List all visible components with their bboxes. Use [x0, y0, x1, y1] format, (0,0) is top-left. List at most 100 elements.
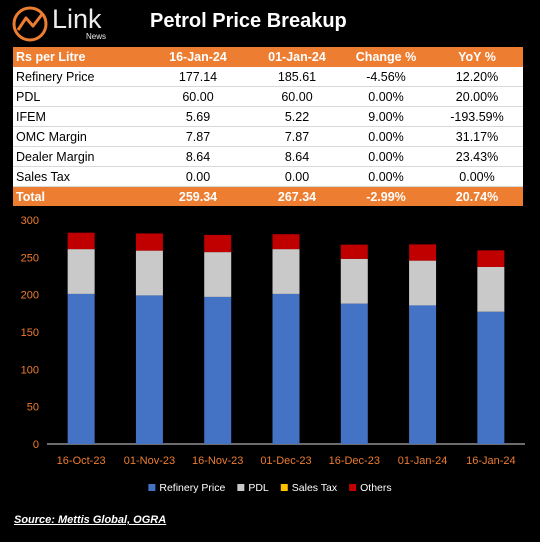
logo-circle: [12, 6, 48, 42]
x-tick-label: 16-Jan-24: [466, 455, 516, 467]
table-total-row: Total 259.34 267.34 -2.99% 20.74%: [13, 186, 523, 206]
bar-segment-pdl: [272, 249, 300, 294]
table-cell: 259.34: [143, 186, 253, 206]
y-tick-label: 50: [27, 402, 39, 414]
bar-segment-refinery-price: [204, 296, 232, 444]
legend-label: Sales Tax: [292, 482, 338, 494]
table-row: Refinery Price 177.14 185.61 -4.56% 12.2…: [13, 66, 523, 87]
y-tick-label: 100: [21, 364, 39, 376]
bar-segment-refinery-price: [272, 293, 300, 444]
bar-segment-refinery-price: [409, 305, 437, 444]
table-cell: 12.20%: [431, 66, 523, 87]
legend-swatch: [349, 484, 357, 491]
table-cell: 60.00: [143, 86, 253, 107]
legend-label: Refinery Price: [159, 482, 225, 494]
table-cell: 177.14: [143, 66, 253, 87]
table-row: PDL 60.00 60.00 0.00% 20.00%: [13, 86, 523, 107]
price-breakup-table: Rs per Litre 16-Jan-24 01-Jan-24 Change …: [13, 47, 523, 206]
table-cell: 0.00%: [341, 166, 431, 187]
column-header: 01-Jan-24: [253, 47, 341, 67]
column-header: YoY %: [431, 47, 523, 67]
table-cell: -193.59%: [431, 106, 523, 127]
x-tick-label: 16-Oct-23: [57, 455, 106, 467]
table-cell: 5.22: [253, 106, 341, 127]
legend-swatch: [280, 484, 288, 491]
logo-text: Link: [52, 4, 102, 34]
row-label: Sales Tax: [13, 166, 143, 187]
y-tick-label: 0: [33, 439, 39, 451]
legend-label: Others: [360, 482, 392, 494]
bar-segment-others: [340, 244, 368, 259]
bar-segment-refinery-price: [135, 295, 163, 444]
bar-segment-pdl: [477, 266, 505, 312]
bar-segment-pdl: [135, 250, 163, 296]
bar-segment-others: [67, 232, 95, 250]
table-cell: 9.00%: [341, 106, 431, 127]
bar-segment-pdl: [409, 260, 437, 306]
bar-segment-pdl: [67, 249, 95, 294]
table-cell: 0.00: [253, 166, 341, 187]
logo-trend-line: [16, 12, 45, 31]
bar-segment-pdl: [340, 258, 368, 304]
table-cell: 60.00: [253, 86, 341, 107]
table-cell: -4.56%: [341, 66, 431, 87]
x-tick-label: 16-Nov-23: [192, 455, 243, 467]
table-row: IFEM 5.69 5.22 9.00% -193.59%: [13, 106, 523, 127]
row-label: Refinery Price: [13, 66, 143, 87]
table-row: Sales Tax 0.00 0.00 0.00% 0.00%: [13, 166, 523, 187]
table-cell: 0.00%: [341, 146, 431, 167]
x-tick-label: 16-Dec-23: [329, 455, 380, 467]
bar-segment-refinery-price: [477, 311, 505, 444]
legend-swatch: [237, 484, 245, 491]
table-cell: -2.99%: [341, 186, 431, 206]
column-header: 16-Jan-24: [143, 47, 253, 67]
table-cell: 0.00%: [341, 126, 431, 147]
x-tick-label: 01-Dec-23: [260, 455, 311, 467]
logo-subtext: News: [86, 32, 107, 41]
table-row: Dealer Margin 8.64 8.64 0.00% 23.43%: [13, 146, 523, 167]
bar-segment-others: [135, 233, 163, 251]
bar-segment-refinery-price: [67, 293, 95, 444]
table-cell: 5.69: [143, 106, 253, 127]
link-news-logo: [12, 6, 48, 42]
legend-label: PDL: [248, 482, 269, 494]
y-tick-label: 200: [21, 290, 39, 302]
column-header: Rs per Litre: [13, 47, 143, 67]
table-cell: 8.64: [253, 146, 341, 167]
y-tick-label: 150: [21, 327, 39, 339]
column-header: Change %: [341, 47, 431, 67]
table-row: OMC Margin 7.87 7.87 0.00% 31.17%: [13, 126, 523, 147]
table-cell: 267.34: [253, 186, 341, 206]
row-label: PDL: [13, 86, 143, 107]
header: Link News Petrol Price Breakup: [0, 0, 540, 46]
table-cell: 185.61: [253, 66, 341, 87]
table-cell: 20.74%: [431, 186, 523, 206]
y-tick-label: 250: [21, 252, 39, 264]
table-cell: 0.00%: [431, 166, 523, 187]
legend-swatch: [148, 484, 156, 491]
bar-segment-pdl: [204, 252, 232, 297]
table-cell: 20.00%: [431, 86, 523, 107]
bar-segment-others: [477, 250, 505, 267]
table-cell: 0.00: [143, 166, 253, 187]
table-cell: 31.17%: [431, 126, 523, 147]
bar-segment-others: [272, 234, 300, 250]
table-header-row: Rs per Litre 16-Jan-24 01-Jan-24 Change …: [13, 47, 523, 67]
y-tick-label: 300: [21, 215, 39, 227]
table-cell: 7.87: [143, 126, 253, 147]
table-cell: 8.64: [143, 146, 253, 167]
bar-segment-refinery-price: [340, 303, 368, 444]
source-note: Source: Mettis Global, OGRA: [14, 514, 167, 526]
x-tick-label: 01-Jan-24: [398, 455, 448, 467]
table-cell: 23.43%: [431, 146, 523, 167]
table-cell: 7.87: [253, 126, 341, 147]
table-cell: 0.00%: [341, 86, 431, 107]
bar-segment-others: [204, 234, 232, 253]
stacked-bar-chart: 0 50 100 150 200 250 300 16-Oct-23 01-Nov-23 16-N…: [21, 215, 525, 494]
row-label: IFEM: [13, 106, 143, 127]
x-tick-label: 01-Nov-23: [124, 455, 175, 467]
row-label: Dealer Margin: [13, 146, 143, 167]
bar-segment-others: [409, 244, 437, 261]
row-label: Total: [13, 186, 143, 206]
page-title: Petrol Price Breakup: [150, 10, 347, 32]
